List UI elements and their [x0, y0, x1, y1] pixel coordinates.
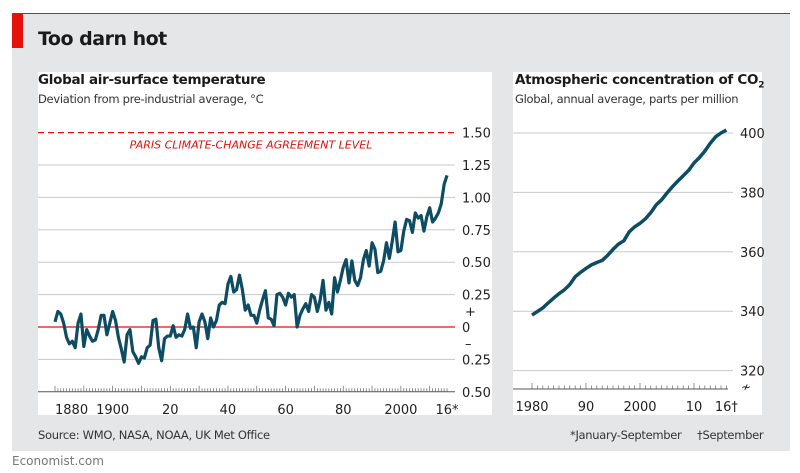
x-tick-label: 80: [335, 403, 352, 418]
x-tick-label: 1980: [515, 400, 548, 415]
x-tick-label: 2000: [384, 403, 417, 418]
y-tick-label: 0: [462, 321, 470, 336]
y-tick-label: 400: [740, 127, 765, 142]
y-tick-label: 380: [740, 186, 765, 201]
y-tick-label: 360: [740, 246, 765, 261]
y-tick-label: 1.00: [462, 191, 491, 206]
y-tick-label: 340: [740, 305, 765, 320]
co2-title-text: Atmospheric concentration of CO: [515, 72, 759, 88]
co2-title-subscript: 2: [758, 80, 765, 91]
temperature-title: Global air-surface temperature: [38, 72, 266, 88]
headline: Too darn hot: [38, 28, 167, 50]
x-tick-label: 90: [578, 400, 595, 415]
temperature-subtitle: Deviation from pre-industrial average, °…: [38, 92, 264, 106]
x-tick-label: 10: [686, 400, 703, 415]
y-tick-label: 320: [740, 365, 765, 380]
temperature-line: [53, 174, 449, 365]
y-tick-label: 0.25: [462, 353, 491, 368]
x-tick-label: 16†: [715, 400, 739, 415]
accent-tab: [12, 13, 23, 48]
source-note: Source: WMO, NASA, NOAA, UK Met Office: [38, 428, 270, 442]
footnote-jan-sep: *January-September: [570, 428, 682, 442]
x-tick-label: 1900: [96, 403, 129, 418]
temperature-panel: [38, 72, 492, 415]
x-tick-label: 16*: [435, 403, 459, 418]
y-tick-label: 0.50: [462, 256, 491, 271]
x-tick-label: 20: [162, 403, 179, 418]
y-tick-label: 0.75: [462, 224, 491, 239]
co2-line: [531, 128, 728, 317]
x-tick-label: 60: [277, 403, 294, 418]
y-tick-label: 1.25: [462, 159, 491, 174]
x-tick-label: 2000: [623, 400, 656, 415]
footnote-september: †September: [697, 428, 764, 442]
y-tick-label: 0.25: [462, 289, 491, 304]
minus-sign: –: [465, 337, 472, 352]
economist-footer: Economist.com: [12, 454, 104, 468]
y-tick-label: 0.50: [462, 386, 491, 401]
x-tick-label: 40: [220, 403, 237, 418]
axis-break-icon: ≁: [741, 380, 751, 394]
paris-label: PARIS CLIMATE-CHANGE AGREEMENT LEVEL: [130, 139, 373, 152]
co2-title: Atmospheric concentration of CO2: [515, 72, 764, 91]
plus-sign: +: [465, 305, 476, 320]
y-tick-label: 1.50: [462, 127, 491, 142]
co2-subtitle: Global, annual average, parts per millio…: [515, 92, 739, 106]
co2-panel: [513, 72, 762, 415]
x-tick-label: 1880: [55, 403, 88, 418]
